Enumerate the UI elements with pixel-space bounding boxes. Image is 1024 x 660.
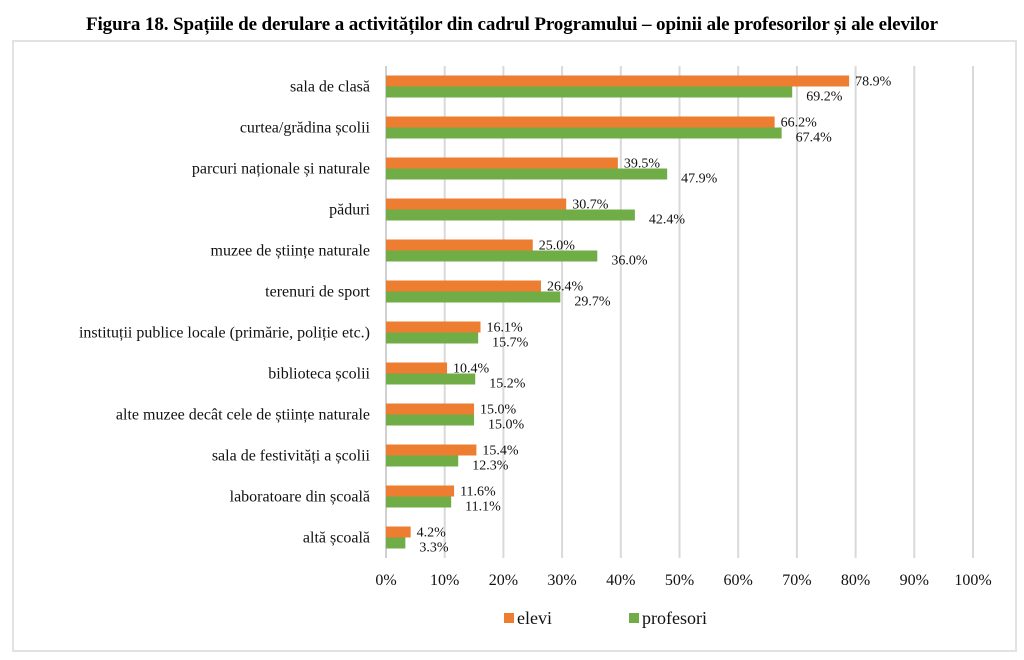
bar-profesori [386, 373, 476, 385]
bar-elevi [386, 526, 411, 538]
data-label-profesori: 42.4% [649, 213, 686, 228]
bar-elevi [386, 403, 475, 415]
bar-elevi [386, 321, 481, 333]
data-label-profesori: 15.7% [492, 336, 529, 351]
bars [386, 75, 850, 549]
bar-elevi [386, 75, 850, 87]
bar-profesori [386, 414, 475, 426]
chart-frame [12, 40, 1017, 652]
bar-profesori [386, 455, 459, 467]
data-label-elevi: 15.4% [482, 444, 519, 459]
data-label-elevi: 25.0% [539, 239, 576, 254]
legend-swatch-profesori [629, 613, 639, 623]
bar-profesori [386, 496, 452, 508]
bar-profesori [386, 537, 406, 549]
category-label: parcuri naționale și naturale [192, 161, 370, 178]
bar-profesori [386, 332, 479, 344]
x-tick-label: 10% [430, 572, 459, 589]
bar-elevi [386, 485, 455, 497]
data-label-profesori: 12.3% [472, 459, 509, 474]
data-label-elevi: 39.5% [624, 157, 661, 172]
data-label-elevi: 16.1% [487, 321, 523, 336]
data-label-elevi: 26.4% [547, 280, 584, 295]
data-label-profesori: 15.0% [488, 418, 525, 433]
bar-elevi [386, 362, 448, 374]
category-label: biblioteca școlii [268, 366, 370, 383]
category-label: instituții publice locale (primărie, pol… [79, 325, 370, 342]
x-tick-label: 60% [724, 572, 753, 589]
category-label: laboratoare din școală [230, 489, 370, 506]
category-labels: sala de clasă curtea/grădina școlii parcur… [79, 79, 371, 547]
bar-elevi [386, 444, 477, 456]
bar-profesori [386, 127, 782, 139]
category-label: alte muzee decât cele de științe natural… [116, 407, 370, 424]
legend-label-profesori: profesori [642, 608, 707, 628]
legend-item-elevi: elevi [504, 608, 552, 628]
data-label-profesori: 67.4% [796, 131, 833, 146]
data-label-profesori: 11.1% [465, 500, 501, 515]
x-tick-label: 90% [900, 572, 929, 589]
category-label: păduri [329, 202, 370, 219]
data-label-elevi: 66.2% [781, 116, 818, 131]
legend: elevi profesori [504, 608, 707, 628]
data-label-elevi: 10.4% [453, 362, 490, 377]
category-label: sala de clasă [290, 79, 370, 96]
category-label: altă școală [303, 530, 370, 547]
category-label: curtea/grădina școlii [240, 120, 371, 137]
bar-profesori [386, 209, 635, 221]
bar-profesori [386, 291, 561, 303]
bar-elevi [386, 280, 541, 292]
x-tick-label: 50% [665, 572, 694, 589]
data-label-elevi: 11.6% [460, 485, 496, 500]
chart-title: Figura 18. Spațiile de derulare a activi… [85, 14, 939, 35]
x-tick-label: 70% [782, 572, 811, 589]
bar-elevi [386, 239, 533, 251]
data-label-profesori: 36.0% [611, 254, 648, 269]
gridlines [385, 66, 974, 558]
data-label-profesori: 29.7% [574, 295, 611, 310]
legend-label-elevi: elevi [517, 608, 552, 628]
bar-profesori [386, 250, 598, 262]
bar-elevi [386, 116, 775, 128]
data-label-elevi: 15.0% [480, 403, 517, 418]
data-label-profesori: 3.3% [419, 541, 449, 556]
data-label-profesori: 15.2% [489, 377, 526, 392]
bar-profesori [386, 86, 793, 98]
data-label-profesori: 69.2% [806, 90, 843, 105]
category-label: muzee de științe naturale [211, 243, 370, 260]
data-label-elevi: 78.9% [855, 75, 892, 90]
bar-elevi [386, 157, 618, 169]
data-label-elevi: 30.7% [572, 198, 609, 213]
x-tick-label: 100% [954, 572, 991, 589]
x-tick-label: 30% [547, 572, 576, 589]
x-tick-label: 0% [375, 572, 396, 589]
x-tick-label: 20% [489, 572, 518, 589]
legend-swatch-elevi [504, 613, 514, 623]
x-tick-label: 80% [841, 572, 870, 589]
bar-elevi [386, 198, 567, 210]
x-axis-ticks: 0% 10% 20% 30% 40% 50% 60% 70% 80% 90% 100% [375, 572, 991, 589]
legend-item-profesori: profesori [629, 608, 707, 628]
data-labels: 78.9% 69.2% 66.2%67.4% 39.5% 47.9% 30.7% 42.4%… [417, 75, 892, 556]
data-label-elevi: 4.2% [417, 526, 447, 541]
category-label: sala de festivități a școlii [212, 448, 371, 465]
bar-profesori [386, 168, 668, 180]
category-label: terenuri de sport [265, 284, 370, 301]
x-tick-label: 40% [606, 572, 635, 589]
data-label-profesori: 47.9% [681, 172, 718, 187]
